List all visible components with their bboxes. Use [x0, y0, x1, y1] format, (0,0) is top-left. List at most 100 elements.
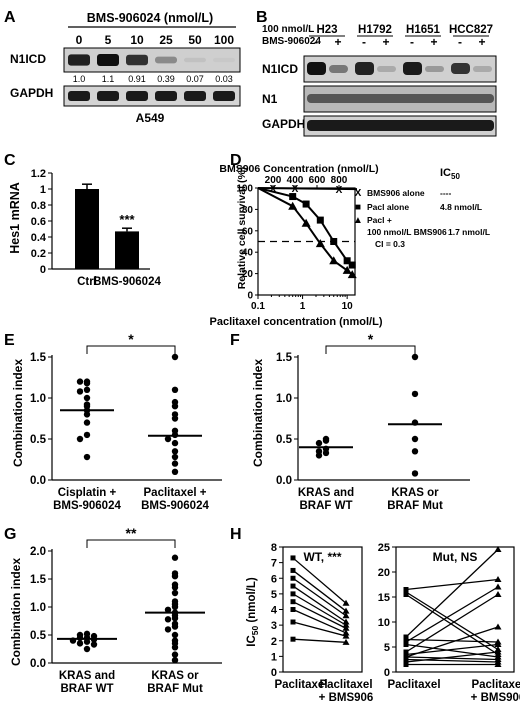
pair-line	[405, 591, 499, 651]
legend-label-combo-line2: 100 nmol/L BMS906	[367, 227, 447, 237]
panel-b-condition-2: BMS-906024	[262, 36, 321, 47]
y-tick-label: 60	[242, 226, 254, 237]
panel-a-cell-line: A549	[136, 111, 165, 125]
legend-marker-bms906: X	[355, 188, 362, 199]
n1icd-band	[473, 66, 492, 72]
data-point	[171, 460, 179, 467]
panel-a-quantification: 1.0 1.1 0.91 0.39 0.07 0.03	[73, 74, 233, 84]
data-point	[83, 380, 91, 387]
n1icd-band	[329, 65, 348, 73]
y-tick-label: 3	[271, 620, 277, 632]
cell-line-label: H23	[316, 24, 337, 36]
data-point-combo	[342, 265, 352, 274]
panel-d-legend: IC50 X BMS906 alone ---- ■ Pacl alone 4.…	[353, 167, 490, 249]
legend-ic50-combo: 1.7 nmol/L	[448, 227, 490, 237]
y-tick-label: 1.5	[276, 352, 293, 364]
data-point-paclitaxel	[290, 607, 296, 612]
dose-label: 25	[159, 33, 173, 47]
y-tick-label: 0	[40, 264, 46, 276]
data-point-combo	[494, 661, 502, 667]
x-tick-label: Paclitaxel + BMS906	[319, 679, 374, 704]
data-point-combo	[494, 623, 502, 630]
x-tick-label: KRAS and BRAF WT	[59, 670, 115, 695]
panel-c-letter: C	[4, 152, 16, 169]
panel-b-cell-lines: H23 H1792 H1651 HCC827	[309, 24, 493, 37]
y-tick-label: 0.5	[276, 434, 293, 446]
data-point-paclitaxel	[290, 575, 296, 581]
panel-g: G Combination index 0.0 0.5 1.0 1.5 2.0 KRAS …	[4, 525, 222, 695]
data-point	[76, 435, 84, 443]
gapdh-band	[307, 120, 494, 131]
blot-gapdh-bands	[307, 120, 494, 131]
data-point-pacl	[302, 200, 310, 208]
x-tick-label: Paclitaxel + BMS906	[471, 679, 520, 704]
data-point-paclitaxel	[290, 599, 296, 605]
blot-n1icd-strip	[63, 47, 241, 73]
data-point-paclitaxel	[290, 591, 296, 597]
legend-ic50-bms906: ----	[440, 188, 451, 198]
panel-f-dot-plot: 0.0 0.5 1.0 1.5 KRAS and BRAF WT KRAS or BRAF M…	[276, 331, 470, 512]
data-point-bms906: X	[292, 184, 299, 195]
y-tick-label: 1	[40, 184, 46, 196]
top-tick-label: 200	[265, 175, 282, 186]
data-point	[83, 419, 91, 426]
dose-label: 100	[214, 33, 234, 47]
legend-label-bms906: BMS906 alone	[367, 188, 425, 198]
band-quant-value: 0.39	[157, 74, 175, 84]
treatment-sign: +	[430, 35, 437, 49]
data-point-combo	[342, 621, 350, 628]
legend-marker-combo: ▲	[353, 215, 363, 226]
data-point-combo	[329, 256, 339, 265]
y-tick-label: 0	[247, 291, 253, 302]
data-point	[164, 616, 172, 623]
data-point	[411, 435, 419, 443]
plot-title: WT, ***	[303, 550, 341, 564]
panel-b: B 100 nmol/L BMS-906024 H23 H1792 H1651 …	[256, 9, 497, 137]
blot-n1-bands	[307, 94, 494, 103]
panel-e-y-axis-title: Combination index	[11, 359, 25, 467]
data-point	[83, 453, 91, 461]
n1icd-band	[126, 54, 148, 66]
gapdh-band	[97, 91, 119, 101]
y-tick-label: 0.6	[31, 216, 46, 228]
band-quant-value: 1.0	[73, 74, 86, 84]
panel-d-y-axis-title: Relative cell survival (%)	[236, 167, 248, 290]
data-point	[83, 394, 91, 402]
legend-ic50-pacl: 4.8 nmol/L	[440, 202, 482, 212]
data-point	[76, 634, 84, 641]
dose-label: 5	[105, 33, 112, 47]
y-tick-label: 0	[271, 667, 277, 679]
data-point	[83, 431, 91, 439]
pair-line	[405, 593, 499, 656]
y-tick-label: 1	[271, 651, 277, 663]
n1icd-band	[213, 57, 235, 63]
significance-bracket	[325, 345, 416, 354]
dose-label: 50	[188, 33, 202, 47]
cell-line-label: HCC827	[449, 24, 493, 36]
y-tick-label: 0.0	[276, 475, 292, 487]
y-tick-label: 0.8	[31, 200, 46, 212]
data-point	[171, 554, 179, 561]
panel-h-y-axis-title: IC50 (nmol/L)	[246, 577, 260, 647]
y-tick-label: 80	[242, 205, 254, 216]
panel-b-letter: B	[256, 9, 268, 26]
gapdh-band	[184, 91, 206, 101]
gapdh-band	[68, 91, 90, 101]
n1icd-band	[68, 54, 90, 66]
data-point	[76, 378, 84, 385]
data-point	[164, 626, 172, 633]
y-tick-label: 1.0	[30, 393, 46, 405]
x-tick-label: 0.1	[251, 301, 265, 312]
data-point	[411, 353, 419, 361]
blot-label-n1: N1	[262, 92, 278, 106]
panel-h: H IC50 (nmol/L) 0 1 2 3 4 5 6 7 8 WT, *** Paclitax…	[230, 526, 520, 704]
y-tick-label: 20	[378, 567, 390, 579]
series-line-bms906	[257, 187, 358, 191]
pair-line	[405, 643, 499, 656]
panel-h-letter: H	[230, 526, 242, 543]
data-point	[171, 644, 179, 651]
band-quant-value: 0.07	[186, 74, 204, 84]
data-point-combo	[315, 239, 325, 248]
treatment-sign: -	[314, 35, 318, 49]
